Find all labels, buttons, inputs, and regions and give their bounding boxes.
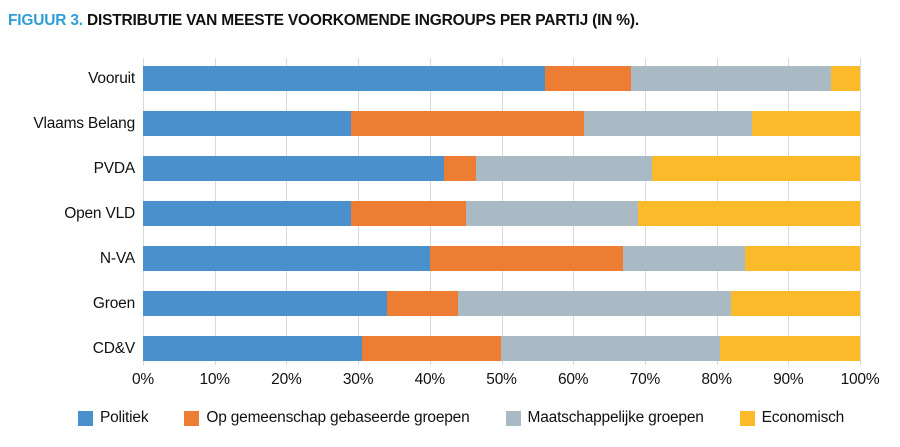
legend-label: Politiek xyxy=(100,409,149,426)
bar-segment-economisch xyxy=(831,66,860,91)
bar-segment-maatschappelijk xyxy=(465,201,638,226)
bar-segment-maatschappelijk xyxy=(501,336,721,361)
figure-number: FIGUUR 3. xyxy=(8,12,83,29)
y-axis-label: Vlaams Belang xyxy=(33,115,135,132)
figure-title-text: DISTRIBUTIE VAN MEESTE VOORKOMENDE INGRO… xyxy=(86,12,639,29)
bar-row-n-va xyxy=(143,246,860,271)
figure-title: FIGUUR 3. DISTRIBUTIE VAN MEESTE VOORKOM… xyxy=(8,12,639,30)
bar-segment-gemeenschap xyxy=(429,246,624,271)
legend-swatch-icon xyxy=(78,410,93,426)
bar-segment-gemeenschap xyxy=(444,156,477,181)
bar-row-groen xyxy=(143,291,860,316)
y-axis-label: Vooruit xyxy=(88,70,135,87)
y-axis-label: Open VLD xyxy=(64,205,135,222)
bar-segment-politiek xyxy=(143,336,362,361)
x-axis-tick-label: 70% xyxy=(629,371,661,388)
bar-segment-economisch xyxy=(720,336,860,361)
bar-segment-politiek xyxy=(143,111,351,136)
x-axis-tick-label: 50% xyxy=(486,371,517,388)
bar-segment-economisch xyxy=(652,156,860,181)
x-axis-tick-label: 30% xyxy=(342,371,374,388)
bar-segment-economisch xyxy=(752,111,860,136)
bar-segment-maatschappelijk xyxy=(458,291,731,316)
y-axis-label: CD&V xyxy=(92,340,135,357)
x-axis-tick-label: 100% xyxy=(840,371,880,388)
bar-segment-maatschappelijk xyxy=(583,111,753,136)
x-axis-tick-label: 60% xyxy=(557,371,589,388)
bar-row-vooruit xyxy=(143,66,860,91)
legend-swatch-icon xyxy=(505,410,521,426)
bar-segment-gemeenschap xyxy=(386,291,459,316)
plot-area: 0% 10% 20% 30% 40% 50% 60% 70% 80% 90% 100% Vooruit… xyxy=(33,58,880,388)
legend-swatch-icon xyxy=(184,410,200,426)
x-axis-tick-label: 10% xyxy=(199,371,230,388)
bar-row-vlaams-belang xyxy=(143,111,860,136)
legend-label: Op gemeenschap gebaseerde groepen xyxy=(206,409,470,426)
legend-item-maatschappelijk: Maatschappelijke groepen xyxy=(505,409,704,427)
y-axis-label: PVDA xyxy=(93,160,136,177)
legend-item-gemeenschap: Op gemeenschap gebaseerde groepen xyxy=(184,409,470,427)
bar-segment-maatschappelijk xyxy=(623,246,746,271)
bar-segment-economisch xyxy=(730,291,860,316)
legend-label: Maatschappelijke groepen xyxy=(527,409,704,426)
bar-segment-gemeenschap xyxy=(350,111,584,136)
legend: Politiek Op gemeenschap gebaseerde groepe… xyxy=(78,409,844,427)
gridline xyxy=(860,58,861,365)
y-axis-label: N-VA xyxy=(99,250,135,267)
legend-label: Economisch xyxy=(761,409,845,426)
legend-item-economisch: Economisch xyxy=(739,409,845,427)
x-axis-tick-label: 80% xyxy=(701,371,732,388)
bar-segment-politiek xyxy=(143,66,545,91)
bar-segment-politiek xyxy=(143,291,387,316)
bar-segment-gemeenschap xyxy=(544,66,631,91)
bar-segment-politiek xyxy=(143,201,351,226)
x-axis-tick-label: 20% xyxy=(271,371,302,388)
bar-row-cd-v xyxy=(143,336,860,361)
y-axis-label: Groen xyxy=(92,295,135,312)
x-axis-tick-label: 0% xyxy=(131,371,155,388)
bar-row-pvda xyxy=(143,156,860,181)
bar-segment-economisch xyxy=(745,246,860,271)
bar-segment-gemeenschap xyxy=(361,336,502,361)
bar-segment-gemeenschap xyxy=(350,201,466,226)
bar-segment-maatschappelijk xyxy=(630,66,832,91)
bar-segment-politiek xyxy=(143,156,445,181)
bar-segment-politiek xyxy=(143,246,430,271)
bar-segment-economisch xyxy=(637,201,860,226)
bar-row-open-vld xyxy=(143,201,860,226)
x-axis-tick-label: 40% xyxy=(414,371,446,388)
legend-item-politiek: Politiek xyxy=(78,409,149,427)
x-axis-tick-label: 90% xyxy=(773,371,804,388)
bar-segment-maatschappelijk xyxy=(476,156,653,181)
legend-swatch-icon xyxy=(739,410,755,426)
